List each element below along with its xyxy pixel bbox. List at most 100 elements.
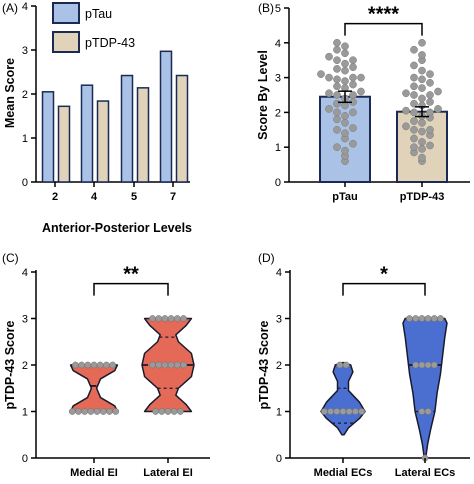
data-point bbox=[349, 63, 357, 72]
data-point bbox=[424, 315, 432, 322]
data-point bbox=[333, 91, 341, 99]
data-point bbox=[418, 145, 426, 153]
y-tick-label: 4 bbox=[276, 267, 282, 279]
data-point bbox=[333, 45, 341, 54]
y-tick-label: 4 bbox=[22, 267, 28, 279]
data-point bbox=[437, 315, 444, 322]
data-point bbox=[341, 77, 349, 85]
panel-b-points bbox=[317, 38, 442, 165]
data-point bbox=[333, 408, 341, 415]
data-point bbox=[434, 105, 442, 113]
y-tick-label: 1 bbox=[22, 133, 28, 145]
data-point bbox=[333, 75, 341, 84]
data-point bbox=[426, 91, 434, 99]
data-point bbox=[341, 42, 349, 51]
y-tick-label: 3 bbox=[22, 314, 28, 326]
y-tick-label: 3 bbox=[22, 45, 28, 57]
y-tick-label: 3 bbox=[275, 73, 281, 85]
data-point bbox=[424, 361, 432, 369]
data-point bbox=[410, 99, 418, 108]
data-point bbox=[333, 56, 341, 65]
panel-a-y-ticks: 0 1 2 3 4 bbox=[22, 1, 36, 189]
data-point bbox=[418, 361, 426, 369]
data-point bbox=[161, 361, 169, 369]
data-point bbox=[402, 89, 410, 98]
data-point bbox=[173, 361, 181, 369]
panel-c-points bbox=[68, 315, 187, 415]
data-point bbox=[333, 108, 341, 117]
panel-c: (C) pTDP-43 Score 0 1 2 3 4 Medial EI Lateral… bbox=[2, 251, 210, 479]
data-point bbox=[357, 87, 365, 96]
data-point bbox=[341, 66, 349, 75]
data-point bbox=[418, 38, 426, 47]
y-tick-label: 3 bbox=[276, 314, 282, 326]
data-point bbox=[167, 361, 175, 369]
panel-b-significance: **** bbox=[368, 4, 399, 26]
data-point bbox=[426, 108, 434, 117]
y-tick-label: 1 bbox=[275, 142, 281, 154]
data-point bbox=[418, 118, 426, 127]
data-point bbox=[418, 138, 426, 146]
panel-d-significance-bracket bbox=[342, 282, 426, 296]
data-point bbox=[155, 361, 163, 369]
x-tick-label: Medial EI bbox=[70, 467, 118, 479]
y-tick-label: 0 bbox=[22, 177, 28, 189]
data-point bbox=[410, 117, 418, 125]
data-point bbox=[410, 82, 418, 91]
violin-Medial EI bbox=[69, 364, 119, 413]
y-tick-label: 1 bbox=[276, 407, 282, 419]
data-point bbox=[410, 125, 418, 134]
y-tick-label: 0 bbox=[276, 453, 282, 465]
data-point bbox=[161, 315, 169, 322]
data-point bbox=[99, 408, 107, 415]
panel-b-y-title: Score By Level bbox=[256, 50, 270, 140]
data-point bbox=[180, 315, 187, 322]
data-point bbox=[430, 315, 438, 322]
data-point bbox=[155, 315, 163, 322]
data-point bbox=[333, 125, 341, 134]
data-point bbox=[333, 115, 341, 124]
data-point bbox=[434, 87, 442, 96]
data-point bbox=[410, 108, 418, 117]
y-tick-label: 2 bbox=[22, 89, 28, 101]
data-point bbox=[333, 99, 341, 108]
panel-c-significance-bracket bbox=[93, 282, 169, 296]
data-point bbox=[418, 84, 426, 92]
data-point bbox=[96, 361, 104, 369]
data-point bbox=[84, 361, 92, 369]
y-tick-label: 4 bbox=[22, 1, 28, 13]
data-point bbox=[349, 108, 357, 117]
panel-d-y-ticks: 0 1 2 3 4 bbox=[276, 267, 290, 465]
data-point bbox=[430, 361, 438, 369]
data-point bbox=[352, 408, 359, 415]
data-point bbox=[358, 408, 365, 415]
data-point bbox=[321, 408, 328, 415]
data-point bbox=[180, 361, 187, 369]
data-point bbox=[410, 134, 418, 143]
data-point bbox=[72, 361, 79, 369]
data-point bbox=[109, 361, 116, 369]
data-point bbox=[418, 153, 426, 162]
legend-label-ptau: pTau bbox=[85, 7, 112, 21]
x-tick-label: Lateral ECs bbox=[395, 467, 456, 479]
data-point bbox=[426, 98, 434, 106]
panel-d-label: (D) bbox=[258, 251, 275, 265]
data-point bbox=[418, 315, 426, 322]
data-point bbox=[325, 89, 333, 98]
x-tick-label: 2 bbox=[52, 191, 58, 203]
data-point bbox=[418, 408, 426, 415]
panel-c-x-ticks: Medial EI Lateral EI bbox=[70, 458, 193, 479]
violin-Lateral ECs bbox=[402, 316, 448, 459]
data-point bbox=[81, 408, 89, 415]
data-point bbox=[333, 82, 341, 91]
panel-c-y-title: pTDP-43 Score bbox=[3, 320, 17, 409]
bar-ptau-2 bbox=[41, 91, 55, 183]
data-point bbox=[410, 91, 418, 99]
y-tick-label: 2 bbox=[275, 107, 281, 119]
panel-d-y-title: pTDP-43 Score bbox=[257, 320, 271, 409]
data-point bbox=[349, 73, 357, 82]
y-tick-label: 5 bbox=[275, 3, 281, 15]
panel-d-significance: * bbox=[380, 264, 388, 286]
bar-ptau-5 bbox=[120, 74, 134, 183]
panel-b-error-bars bbox=[338, 90, 429, 118]
